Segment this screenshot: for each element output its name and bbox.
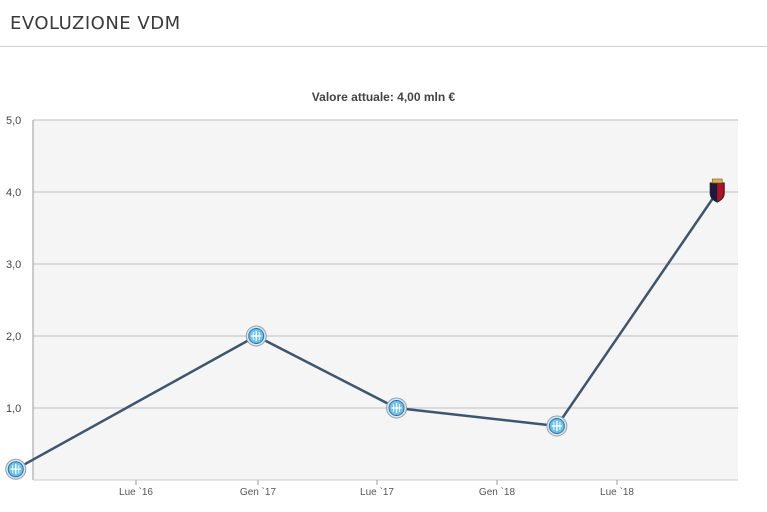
plot-area [33, 120, 738, 480]
header: EVOLUZIONE VDM [0, 0, 767, 47]
x-tick-label: Gen `18 [479, 486, 516, 498]
x-tick-label: Lue `18 [600, 486, 634, 498]
chart-svg: 5,0 4,0 3,0 2,0 1,0 Lue `16 Gen `17 Lue `17 Gen … [5, 115, 738, 498]
y-tick-label: 1,0 [6, 403, 21, 415]
y-tick-label: 4,0 [6, 187, 21, 199]
x-tick-label: Lue `17 [360, 486, 394, 498]
x-tick-label: Lue `16 [119, 486, 153, 498]
club-crest-icon [5, 458, 27, 480]
y-tick-label: 3,0 [6, 259, 21, 271]
genoa-crest-icon [709, 178, 725, 203]
x-tick-label: Gen `17 [240, 486, 277, 498]
y-tick-label: 5,0 [6, 115, 21, 127]
club-crest-icon [245, 325, 267, 347]
market-value-chart: Valore attuale: 4,00 mln € 5,0 4,0 3,0 2,0 1… [0, 80, 767, 512]
chart-title: Valore attuale: 4,00 mln € [311, 90, 456, 104]
page-title: EVOLUZIONE VDM [10, 13, 181, 34]
y-tick-label: 2,0 [6, 331, 21, 343]
club-crest-icon [386, 397, 408, 419]
club-crest-icon [546, 415, 568, 437]
